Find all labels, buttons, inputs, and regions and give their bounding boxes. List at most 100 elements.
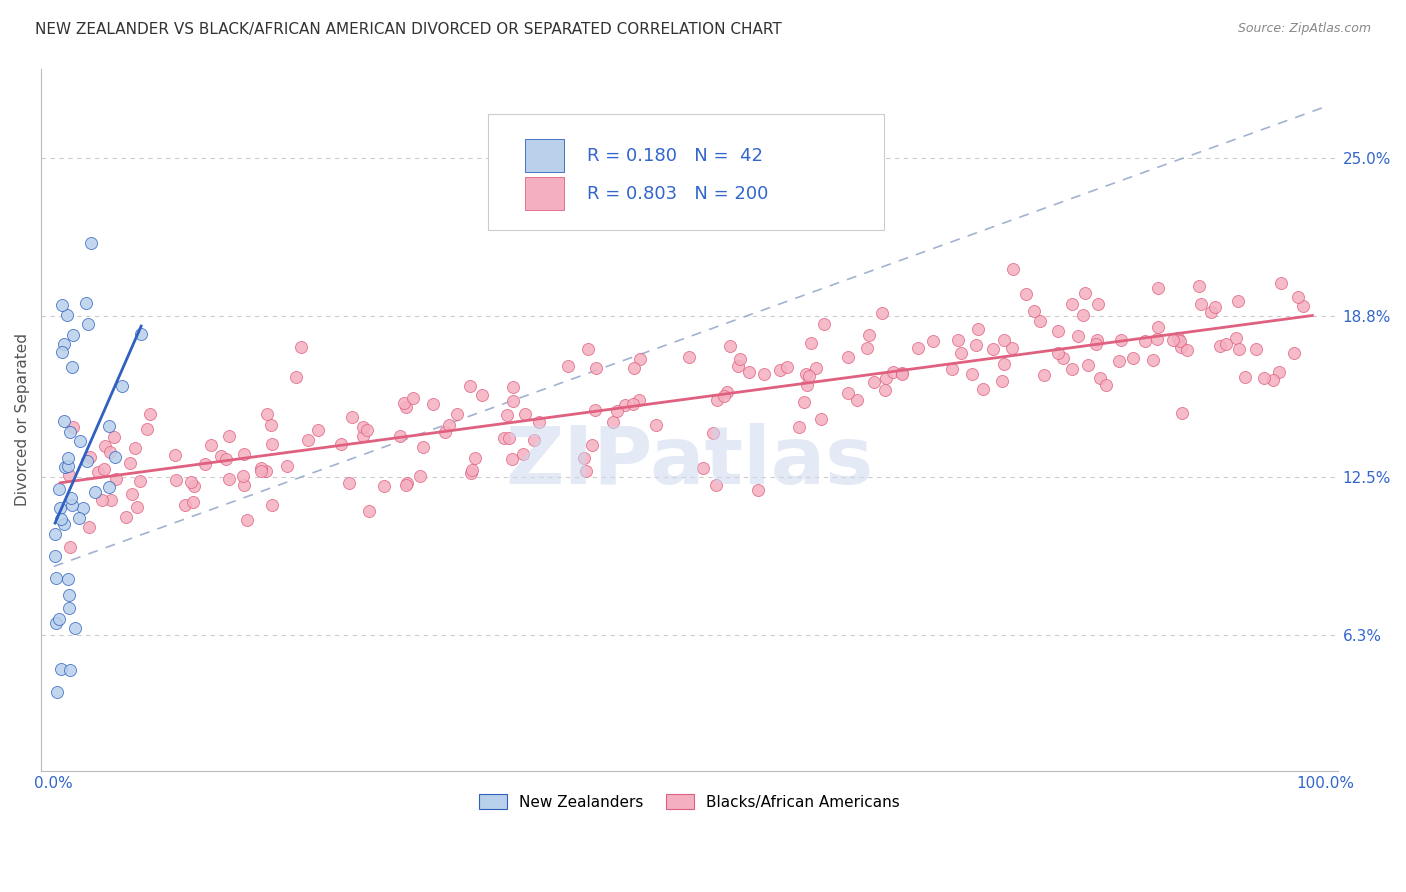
Point xyxy=(794,368,817,382)
Point xyxy=(181,494,204,508)
Point xyxy=(53,517,76,532)
Point xyxy=(804,360,827,375)
Point xyxy=(948,333,970,347)
Point xyxy=(352,420,374,434)
Point xyxy=(200,438,222,452)
Point xyxy=(1060,362,1083,376)
Point xyxy=(993,357,1015,371)
Point xyxy=(1286,290,1309,304)
Point xyxy=(752,367,775,381)
Point xyxy=(446,407,468,421)
Point xyxy=(502,380,524,394)
Point xyxy=(627,392,650,407)
Point xyxy=(1229,343,1251,357)
Point xyxy=(373,479,395,493)
Point xyxy=(422,397,444,411)
Point xyxy=(77,317,100,331)
Point xyxy=(262,437,284,451)
Point xyxy=(434,425,457,439)
Point xyxy=(218,428,240,442)
Point xyxy=(183,478,205,492)
Point xyxy=(1188,279,1211,293)
Point xyxy=(121,487,143,501)
Point xyxy=(115,510,138,524)
Point xyxy=(59,540,82,554)
Text: R = 0.803   N = 200: R = 0.803 N = 200 xyxy=(586,185,768,202)
Point xyxy=(356,423,378,437)
Point xyxy=(461,462,484,476)
Point xyxy=(260,498,283,512)
Point xyxy=(873,383,896,397)
Text: NEW ZEALANDER VS BLACK/AFRICAN AMERICAN DIVORCED OR SEPARATED CORRELATION CHART: NEW ZEALANDER VS BLACK/AFRICAN AMERICAN … xyxy=(35,22,782,37)
Point xyxy=(76,453,98,467)
Point xyxy=(337,476,360,491)
Point xyxy=(585,361,607,376)
Point xyxy=(1087,297,1109,311)
FancyBboxPatch shape xyxy=(524,139,564,172)
Point xyxy=(56,308,79,322)
Text: R = 0.180   N =  42: R = 0.180 N = 42 xyxy=(586,146,763,165)
Point xyxy=(993,333,1015,347)
Point xyxy=(1090,371,1112,385)
Point xyxy=(581,438,603,452)
Point xyxy=(77,520,100,534)
Point xyxy=(776,359,799,374)
Point xyxy=(49,662,72,676)
Point xyxy=(437,418,460,433)
Point xyxy=(623,361,645,376)
Point xyxy=(118,456,141,470)
Point xyxy=(75,296,97,310)
Point xyxy=(1028,314,1050,328)
Point xyxy=(800,336,823,351)
Point xyxy=(100,493,122,508)
Point xyxy=(48,612,70,626)
Point xyxy=(494,432,516,446)
Point xyxy=(1225,331,1247,345)
Point xyxy=(1282,345,1305,359)
Point xyxy=(1209,339,1232,353)
Point xyxy=(706,392,728,407)
Point xyxy=(502,393,524,408)
Point xyxy=(58,467,80,482)
Point xyxy=(576,342,599,356)
Point xyxy=(1270,277,1292,291)
Point xyxy=(59,425,82,439)
Point xyxy=(1170,340,1192,354)
Point xyxy=(965,338,987,352)
Point xyxy=(173,498,195,512)
Point xyxy=(44,527,66,541)
Point xyxy=(53,459,76,474)
Point xyxy=(747,483,769,498)
Point xyxy=(396,475,419,490)
Point xyxy=(718,339,741,353)
Point xyxy=(194,457,217,471)
Point xyxy=(737,365,759,379)
Point xyxy=(69,434,91,448)
Point xyxy=(1246,343,1268,357)
Point xyxy=(218,472,240,486)
Point xyxy=(52,414,75,428)
Point xyxy=(129,326,152,341)
Point xyxy=(165,448,187,462)
Point xyxy=(1163,333,1185,347)
Point xyxy=(1146,281,1168,295)
Point xyxy=(276,458,298,473)
Point xyxy=(97,480,120,494)
Point xyxy=(91,492,114,507)
Point xyxy=(46,685,69,699)
Point xyxy=(389,429,412,443)
Point xyxy=(308,423,330,437)
Point xyxy=(602,415,624,429)
Point xyxy=(575,465,598,479)
Point xyxy=(236,513,259,527)
Point xyxy=(891,366,914,380)
Point xyxy=(357,503,380,517)
Point xyxy=(1074,286,1097,301)
Point xyxy=(1227,293,1250,308)
Point xyxy=(921,334,943,349)
Point xyxy=(813,317,835,331)
Point xyxy=(111,379,134,393)
Point xyxy=(972,383,994,397)
Point xyxy=(875,371,897,385)
Point xyxy=(941,362,963,376)
